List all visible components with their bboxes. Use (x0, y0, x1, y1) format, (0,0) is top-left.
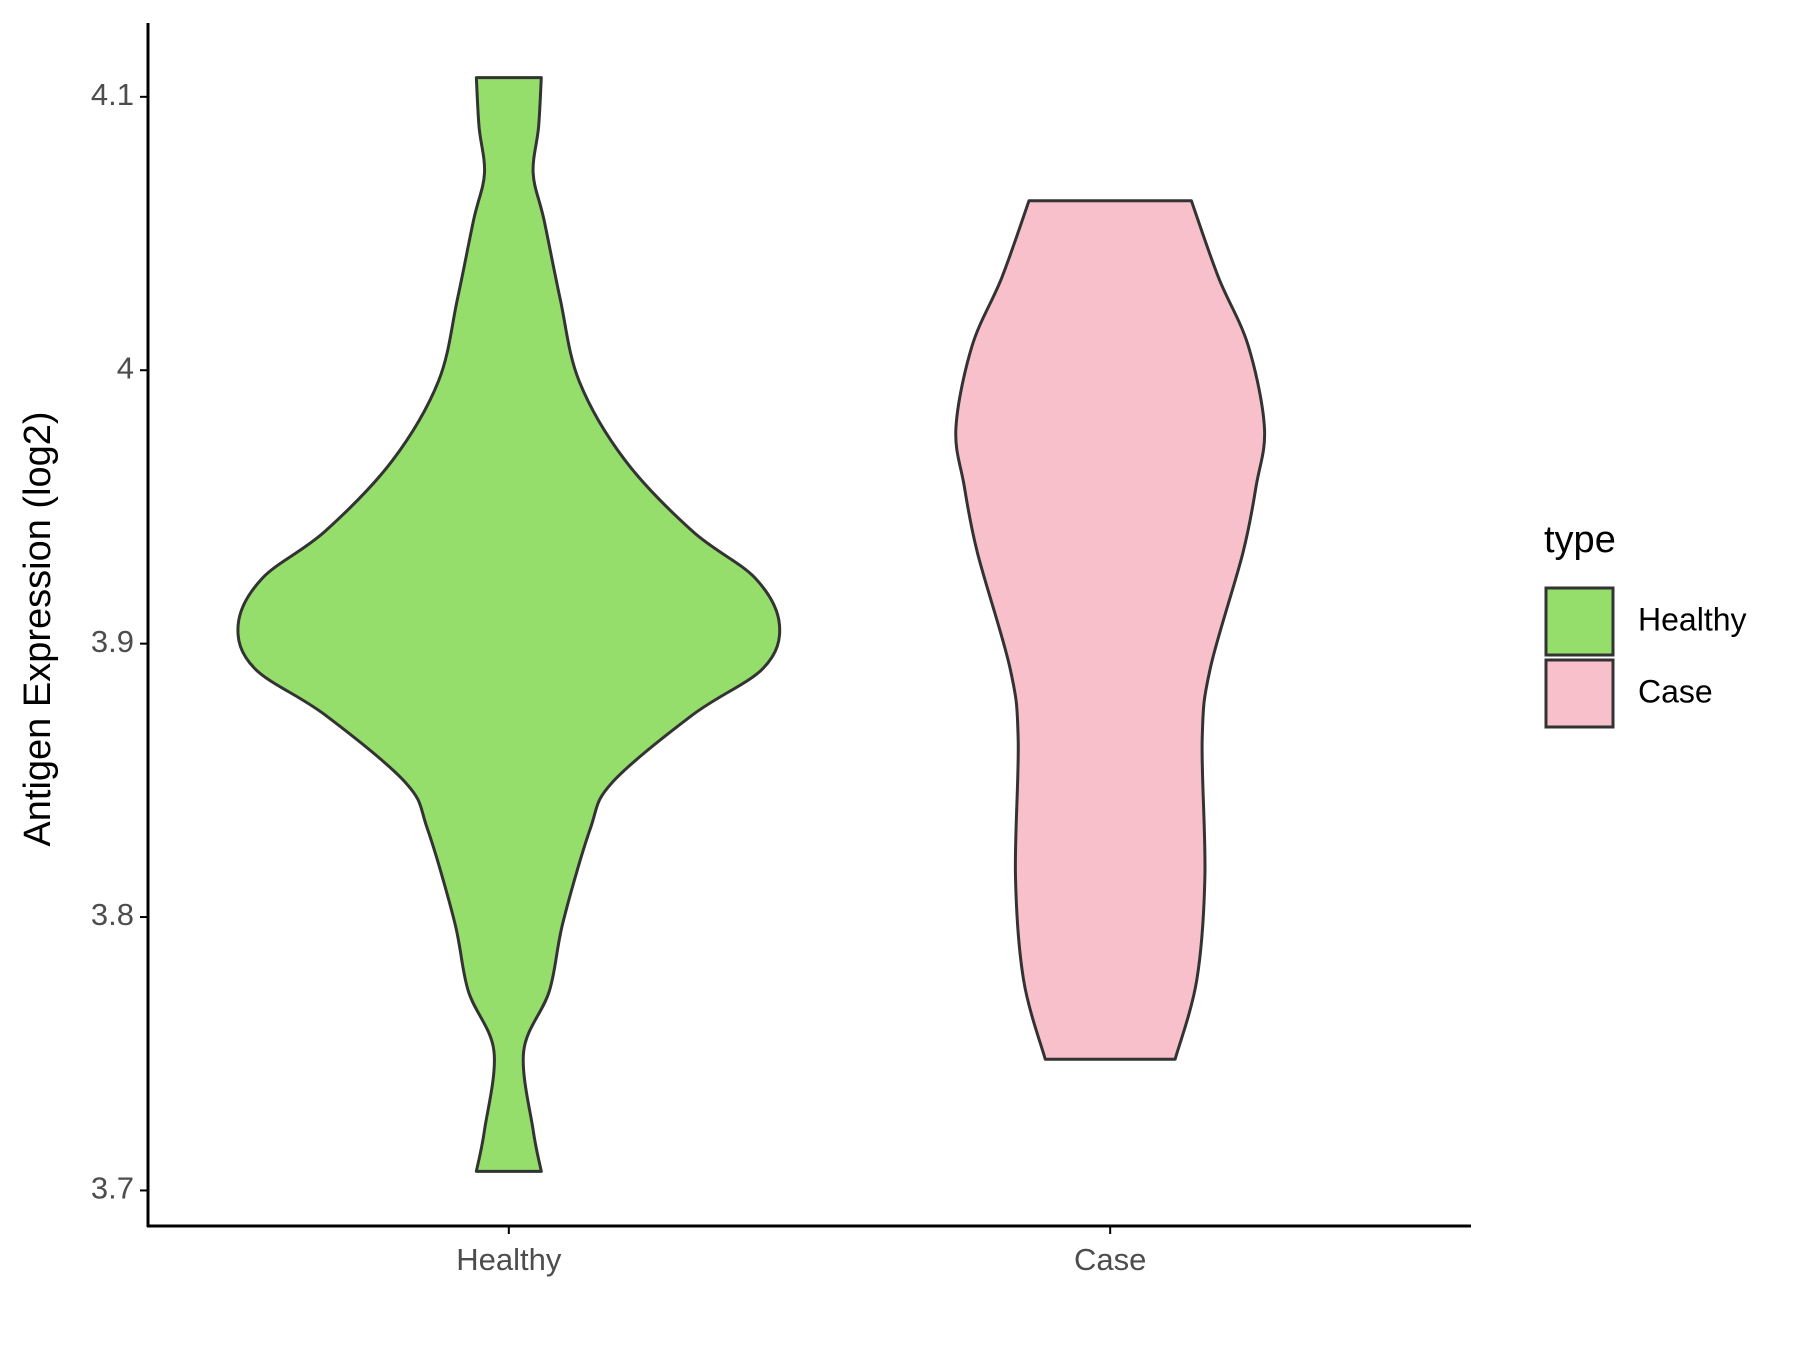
y-tick-label: 3.7 (91, 1171, 134, 1206)
legend-label: Healthy (1638, 601, 1747, 637)
violin (954, 199, 1267, 1061)
y-tick-label: 4.1 (91, 77, 134, 112)
violin (236, 76, 782, 1173)
legend-title: type (1544, 519, 1616, 561)
y-tick-label: 3.9 (91, 624, 134, 659)
y-tick-label: 4 (117, 350, 134, 385)
y-tick-label: 3.8 (91, 897, 134, 932)
legend-label: Case (1638, 673, 1713, 709)
legend-key (1544, 586, 1615, 657)
x-tick-label: Case (1074, 1242, 1146, 1277)
legend-key (1544, 658, 1615, 729)
x-tick-label: Healthy (456, 1242, 562, 1277)
y-axis-title: Antigen Expression (log2) (17, 411, 59, 846)
